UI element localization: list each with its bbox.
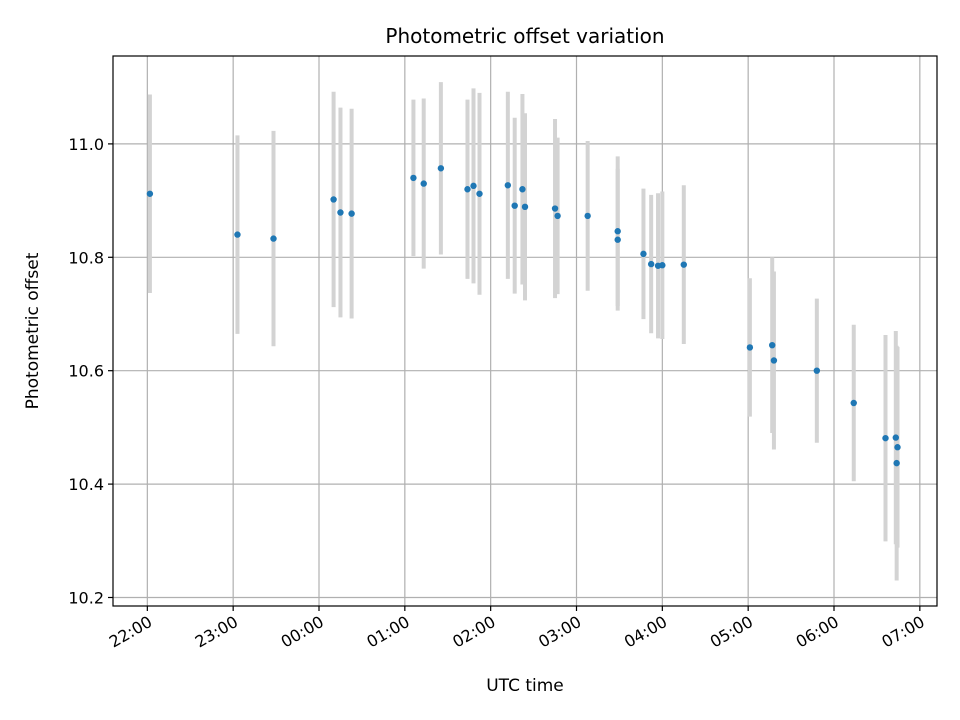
y-tick-label: 10.6 [68,362,104,381]
y-tick-label: 10.8 [68,248,104,267]
data-point [504,182,512,189]
chart-title: Photometric offset variation [385,24,664,48]
data-point [850,399,857,407]
data-point [337,209,344,216]
data-point [680,261,687,268]
data-point [476,190,483,197]
plot-frame [112,55,938,607]
x-tick-label: 23:00 [192,612,241,652]
data-point [464,186,471,193]
data-point [348,210,355,217]
data-point [551,205,559,212]
data-point [470,182,477,190]
data-point [892,434,899,441]
data-point [746,344,754,351]
x-tick-label: 05:00 [707,612,756,652]
x-tick-label: 06:00 [793,612,842,652]
data-point [437,165,445,172]
data-point [330,196,337,203]
point-layer [146,165,901,467]
data-point [234,231,241,238]
x-tick-label: 22:00 [106,612,155,652]
data-point [893,459,900,467]
y-tick-label: 10.4 [68,475,104,494]
errorbar-layer [147,82,900,581]
data-point [614,236,621,243]
data-point [410,174,417,182]
data-point [769,341,776,349]
data-point [511,202,518,209]
data-point [647,260,655,268]
y-axis-label: Photometric offset [23,252,43,409]
data-point [521,203,529,211]
data-point [554,212,561,220]
x-tick-label: 03:00 [535,612,584,652]
data-point [882,434,889,442]
data-point [146,190,154,197]
data-point [519,186,526,193]
x-tick-label: 00:00 [278,612,327,652]
data-point [614,228,621,235]
x-tick-label: 04:00 [621,612,670,652]
data-point [584,212,591,220]
data-point [894,444,901,451]
data-point [270,235,277,242]
x-tick-label: 07:00 [878,612,927,652]
x-axis-label: UTC time [486,676,564,696]
data-point [659,262,666,269]
y-tick-label: 11.0 [68,135,104,154]
x-tick-label: 02:00 [449,612,498,652]
data-point [640,250,647,258]
x-tick-label: 01:00 [363,612,412,652]
data-point [813,367,821,374]
y-tick-label: 10.2 [68,588,104,607]
data-point [420,180,427,187]
tick-layer: 22:00 23:00 00:00 01:00 02:00 03:00 04:00 05:00… [68,135,927,652]
data-point [770,357,778,364]
